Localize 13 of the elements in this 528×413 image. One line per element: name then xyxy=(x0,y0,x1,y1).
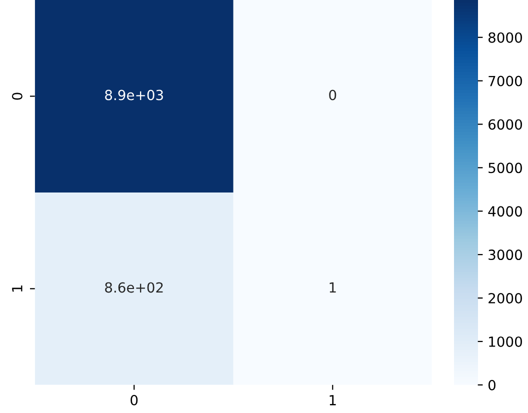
color-bar-label: 2000 xyxy=(488,292,522,304)
color-bar-label: 8000 xyxy=(488,32,522,43)
color-bar-label: 4000 xyxy=(488,206,522,217)
color-bar-label: 3000 xyxy=(488,250,522,260)
data-label: 8.6e+02 xyxy=(105,282,163,293)
data-label: 0 xyxy=(329,90,336,100)
data-label: 1 xyxy=(330,282,336,293)
color-bar-label: 5000 xyxy=(488,162,522,174)
color-bar-label: 7000 xyxy=(488,76,522,86)
color-bar-label: 0 xyxy=(488,380,496,390)
color-bar-label: 6000 xyxy=(488,119,522,130)
color-bar-label: 1000 xyxy=(489,336,522,347)
data-label: 8.9e+03 xyxy=(105,90,163,100)
